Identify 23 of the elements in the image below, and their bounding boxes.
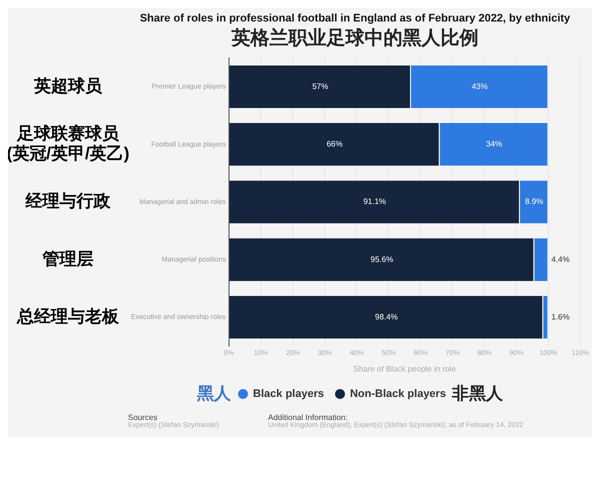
data-label: 57% [312, 82, 328, 92]
text: 总经理与老板 [16, 306, 120, 326]
text: 英超球员 [33, 76, 103, 96]
text: 经理与行政 [24, 192, 112, 211]
data-label: 95.6% [370, 254, 394, 264]
data-label: 43% [472, 82, 488, 92]
text: Sources [128, 413, 158, 422]
chart-subtitle: 英格兰职业足球中的黑人比例 [230, 26, 478, 49]
data-label: 98.4% [375, 312, 398, 322]
legend-title: 黑人 [197, 383, 232, 405]
text: 管理层 [42, 249, 94, 268]
legend-label: Non-Black players [348, 388, 446, 400]
data-label: 4.4% [551, 254, 570, 264]
data-label: 91.1% [363, 197, 386, 206]
text: 非黑人 [452, 383, 503, 405]
data-label: 8.9% [525, 197, 544, 206]
text: Additional Information: [268, 413, 348, 422]
legend-label: Black players [252, 388, 324, 400]
data-label: 1.6% [551, 312, 570, 322]
data-label: 34% [486, 140, 502, 149]
chart-title: Share of roles in professional football in England as of February 2022, by ethnicity [140, 12, 572, 25]
x-axis-title: Share of Black people in role [353, 364, 456, 374]
data-label: 66% [326, 140, 343, 149]
